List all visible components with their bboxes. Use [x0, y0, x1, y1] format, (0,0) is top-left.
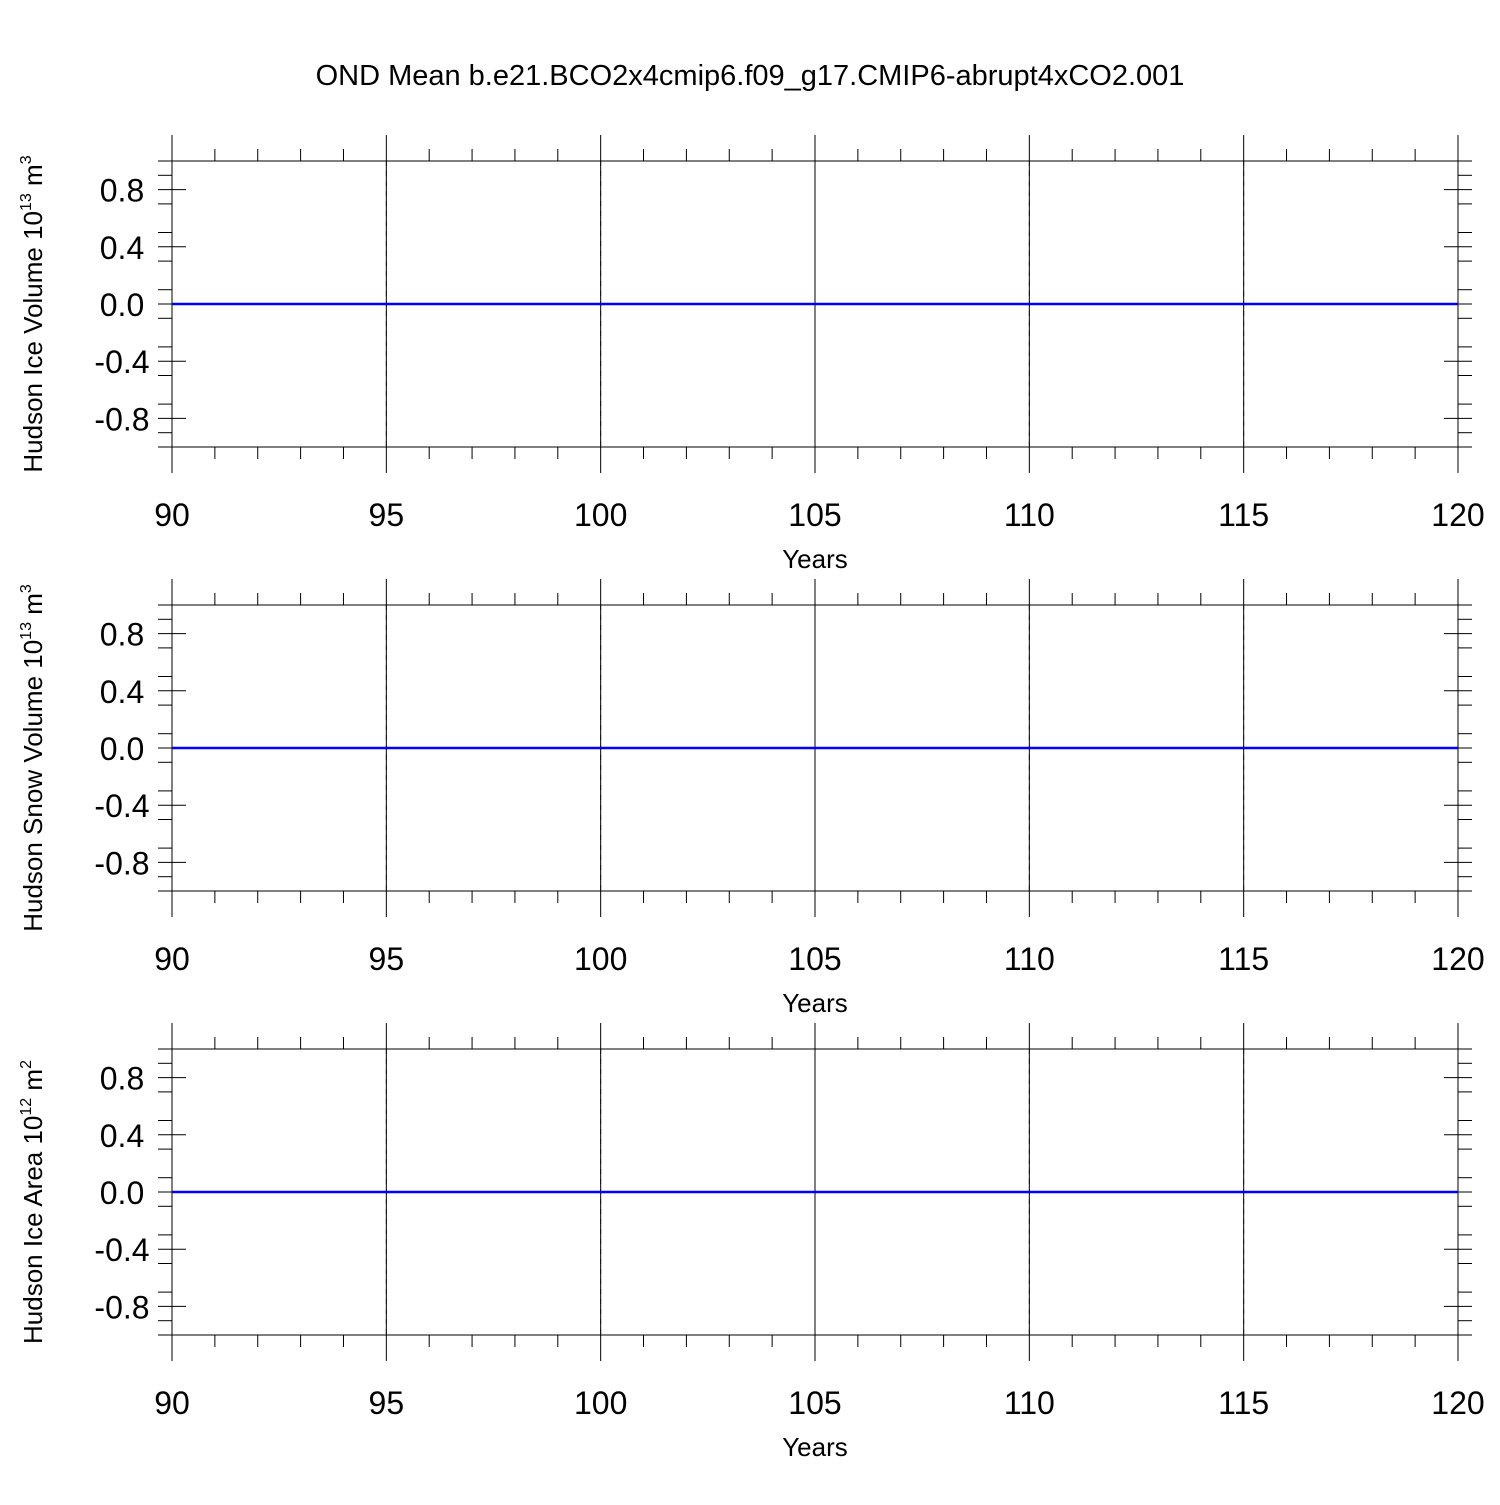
- y-axis-label-exponent: 13: [18, 622, 35, 640]
- panel-3: 0.8 0.4 0.0 -0.4 -0.8 90 95 100 105 110 115 120 Year…: [18, 1023, 1485, 1462]
- x-tick-label: 110: [1004, 1385, 1055, 1421]
- y-tick-label: -0.4: [94, 344, 149, 380]
- x-tick-label: 105: [788, 941, 841, 977]
- y-tick-label: 0.0: [100, 1175, 144, 1211]
- x-tick-label: 105: [788, 1385, 841, 1421]
- y-tick-label: 0.8: [100, 1061, 144, 1097]
- y-tick-label: 0.8: [100, 173, 144, 209]
- y-axis-label-unit-exponent: 3: [18, 155, 35, 164]
- x-tick-label: 95: [369, 1385, 405, 1421]
- x-tick-label: 115: [1218, 1385, 1269, 1421]
- x-tick-label: 120: [1431, 941, 1484, 977]
- y-tick-label: 0.0: [100, 731, 144, 767]
- y-axis-label: Hudson Ice Area 1012 m2: [18, 1060, 48, 1344]
- y-tick-label: -0.8: [94, 1289, 149, 1325]
- x-tick-label: 95: [369, 941, 405, 977]
- y-tick-label: -0.8: [94, 401, 149, 437]
- x-tick-label: 115: [1218, 941, 1269, 977]
- y-tick-label: 0.8: [100, 617, 144, 653]
- y-tick-label: 0.4: [100, 1118, 144, 1154]
- y-tick-label: 0.4: [100, 674, 144, 710]
- y-tick-label: 0.0: [100, 287, 144, 323]
- figure-title: OND Mean b.e21.BCO2x4cmip6.f09_g17.CMIP6…: [315, 60, 1185, 92]
- x-tick-label: 115: [1218, 497, 1269, 533]
- y-axis-label-unit: m: [18, 164, 48, 193]
- y-axis-label-exponent: 13: [18, 193, 35, 211]
- y-axis-label-text: Hudson Snow Volume 10: [18, 640, 48, 932]
- x-tick-label: 90: [154, 1385, 190, 1421]
- y-axis-label: Hudson Ice Volume 1013 m3: [18, 155, 48, 472]
- x-axis-label: Years: [782, 1432, 848, 1462]
- panel-2: 0.8 0.4 0.0 -0.4 -0.8 90 95 100 105 110 115 120 Year…: [18, 579, 1485, 1018]
- x-tick-label: 120: [1431, 497, 1484, 533]
- x-tick-label: 95: [369, 497, 405, 533]
- y-axis-label-unit-exponent: 2: [18, 1060, 35, 1069]
- x-tick-label: 100: [574, 1385, 627, 1421]
- x-tick-label: 105: [788, 497, 841, 533]
- y-axis-label-unit: m: [18, 593, 48, 622]
- y-axis-label-exponent: 12: [18, 1098, 35, 1116]
- x-axis-label: Years: [782, 988, 848, 1018]
- panel-1: 0.8 0.4 0.0 -0.4 -0.8 90 95 100 105 110 115 120 Year…: [18, 135, 1485, 574]
- x-tick-label: 100: [574, 941, 627, 977]
- y-axis-label-unit: m: [18, 1069, 48, 1098]
- x-tick-label: 90: [154, 497, 190, 533]
- x-tick-label: 90: [154, 941, 190, 977]
- y-tick-label: -0.4: [94, 1232, 149, 1268]
- y-axis-label: Hudson Snow Volume 1013 m3: [18, 584, 48, 932]
- y-axis-label-text: Hudson Ice Area 10: [18, 1116, 48, 1344]
- x-tick-label: 100: [574, 497, 627, 533]
- y-tick-label: 0.4: [100, 230, 144, 266]
- y-tick-label: -0.8: [94, 845, 149, 881]
- x-tick-label: 110: [1004, 497, 1055, 533]
- x-tick-label: 120: [1431, 1385, 1484, 1421]
- y-axis-label-unit-exponent: 3: [18, 584, 35, 593]
- x-axis-label: Years: [782, 544, 848, 574]
- y-tick-label: -0.4: [94, 788, 149, 824]
- y-axis-label-text: Hudson Ice Volume 10: [18, 211, 48, 473]
- x-tick-label: 110: [1004, 941, 1055, 977]
